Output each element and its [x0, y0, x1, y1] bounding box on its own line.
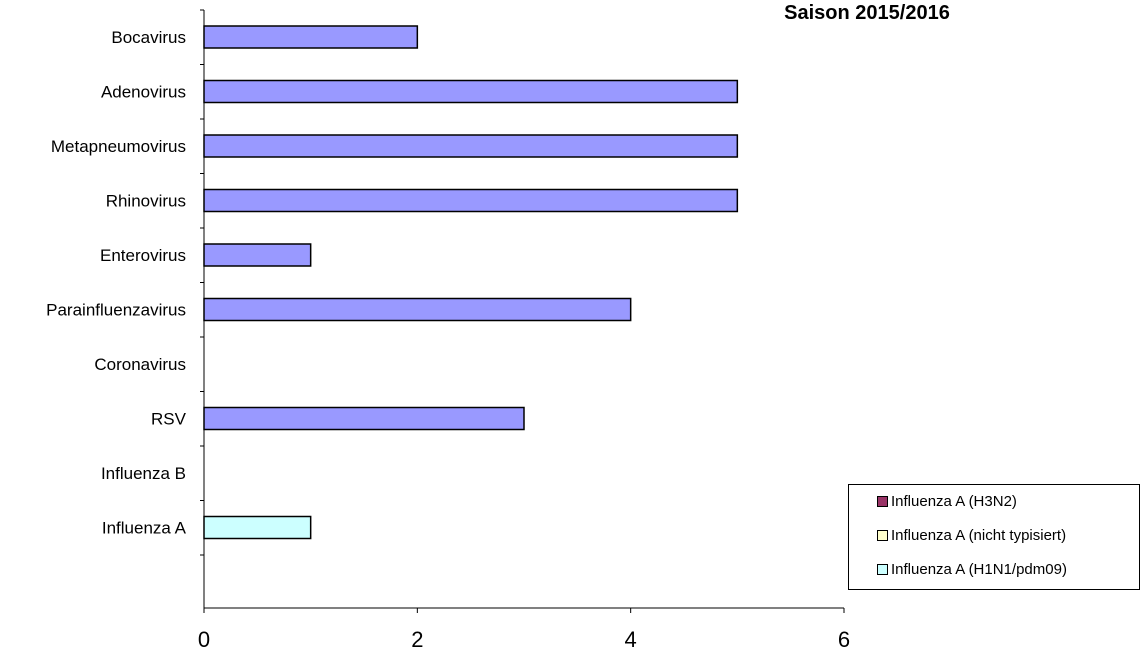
category-label: Adenovirus — [101, 83, 186, 102]
chart-bars — [203, 25, 739, 540]
bar — [203, 406, 525, 431]
legend-label: Influenza A (H1N1/pdm09) — [891, 560, 1067, 578]
category-label: Parainfluenzavirus — [46, 301, 186, 320]
bar — [203, 134, 739, 158]
legend-item: Influenza A (H1N1/pdm09) — [877, 559, 1067, 579]
category-labels: Bocavirus Adenovirus Metapneumovirus Rhinov… — [46, 28, 187, 538]
x-tick-labels: 0 2 4 6 — [198, 627, 850, 652]
category-label: Enterovirus — [100, 246, 186, 265]
bar — [203, 79, 739, 104]
bar — [203, 243, 312, 267]
x-tick-label: 2 — [411, 627, 423, 652]
legend-item: Influenza A (H3N2) — [877, 491, 1017, 511]
x-tick-label: 4 — [625, 627, 637, 652]
bar-influenza-a-segment — [203, 515, 312, 540]
category-label: Influenza B — [101, 464, 186, 483]
category-label: RSV — [151, 410, 187, 429]
category-label: Coronavirus — [94, 355, 186, 374]
bar — [203, 188, 739, 213]
legend-item: Influenza A (nicht typisiert) — [877, 525, 1066, 545]
category-label: Influenza A — [102, 519, 187, 538]
chart-title: Saison 2015/2016 — [784, 2, 950, 24]
category-label: Bocavirus — [111, 28, 186, 47]
legend-swatch — [877, 495, 888, 507]
legend-swatch — [877, 563, 888, 575]
category-label: Metapneumovirus — [51, 137, 186, 156]
bar — [203, 297, 632, 322]
legend-label: Influenza A (nicht typisiert) — [891, 526, 1067, 544]
x-tick-label: 0 — [198, 627, 210, 652]
legend-swatch — [877, 529, 888, 541]
category-label: Rhinovirus — [106, 192, 186, 211]
legend: Influenza A (H3N2) Influenza A (nicht ty… — [848, 484, 1140, 590]
bar — [203, 25, 419, 49]
x-tick-label: 6 — [838, 627, 850, 652]
legend-label: Influenza A (H3N2) — [891, 492, 1017, 510]
